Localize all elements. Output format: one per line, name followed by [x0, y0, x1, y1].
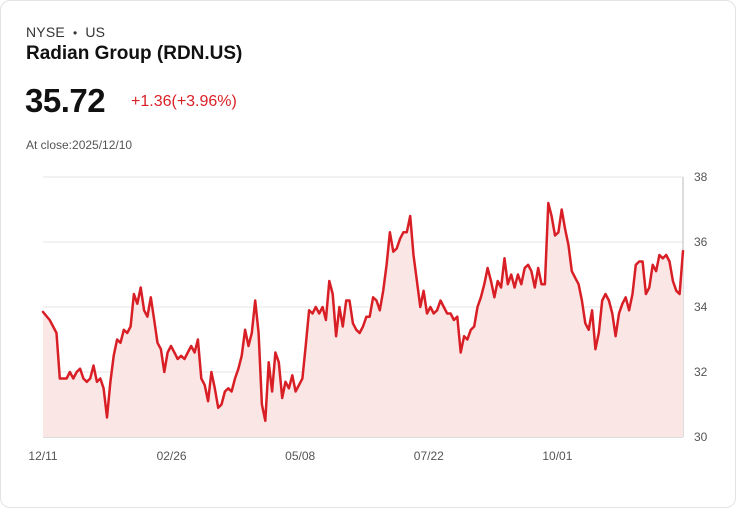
stock-name: Radian Group (RDN.US)	[26, 43, 243, 64]
exchange-line: NYSE • US	[26, 24, 105, 40]
separator-dot: •	[72, 26, 78, 40]
x-tick-label: 02/26	[157, 449, 187, 463]
price-line[interactable]	[41, 201, 685, 423]
y-axis: 38 36 34 32 30	[694, 170, 708, 444]
y-tick-label: 30	[694, 430, 708, 444]
price-area-fill	[43, 203, 683, 437]
country-label: US	[85, 24, 106, 40]
exchange-label: NYSE	[26, 24, 65, 40]
current-price: 35.72	[25, 82, 106, 119]
y-tick-label: 34	[694, 300, 708, 314]
x-tick-label: 12/11	[28, 449, 57, 463]
y-tick-label: 38	[694, 170, 708, 184]
x-axis: 12/11 02/26 05/08 07/22 10/01	[28, 449, 572, 463]
y-tick-label: 36	[694, 235, 708, 249]
x-tick-label: 07/22	[414, 449, 444, 463]
x-tick-label: 05/08	[285, 449, 315, 463]
price-change: +1.36(+3.96%)	[131, 93, 237, 110]
close-date: At close:2025/12/10	[26, 138, 133, 152]
y-tick-label: 32	[694, 365, 708, 379]
x-tick-label: 10/01	[542, 449, 572, 463]
